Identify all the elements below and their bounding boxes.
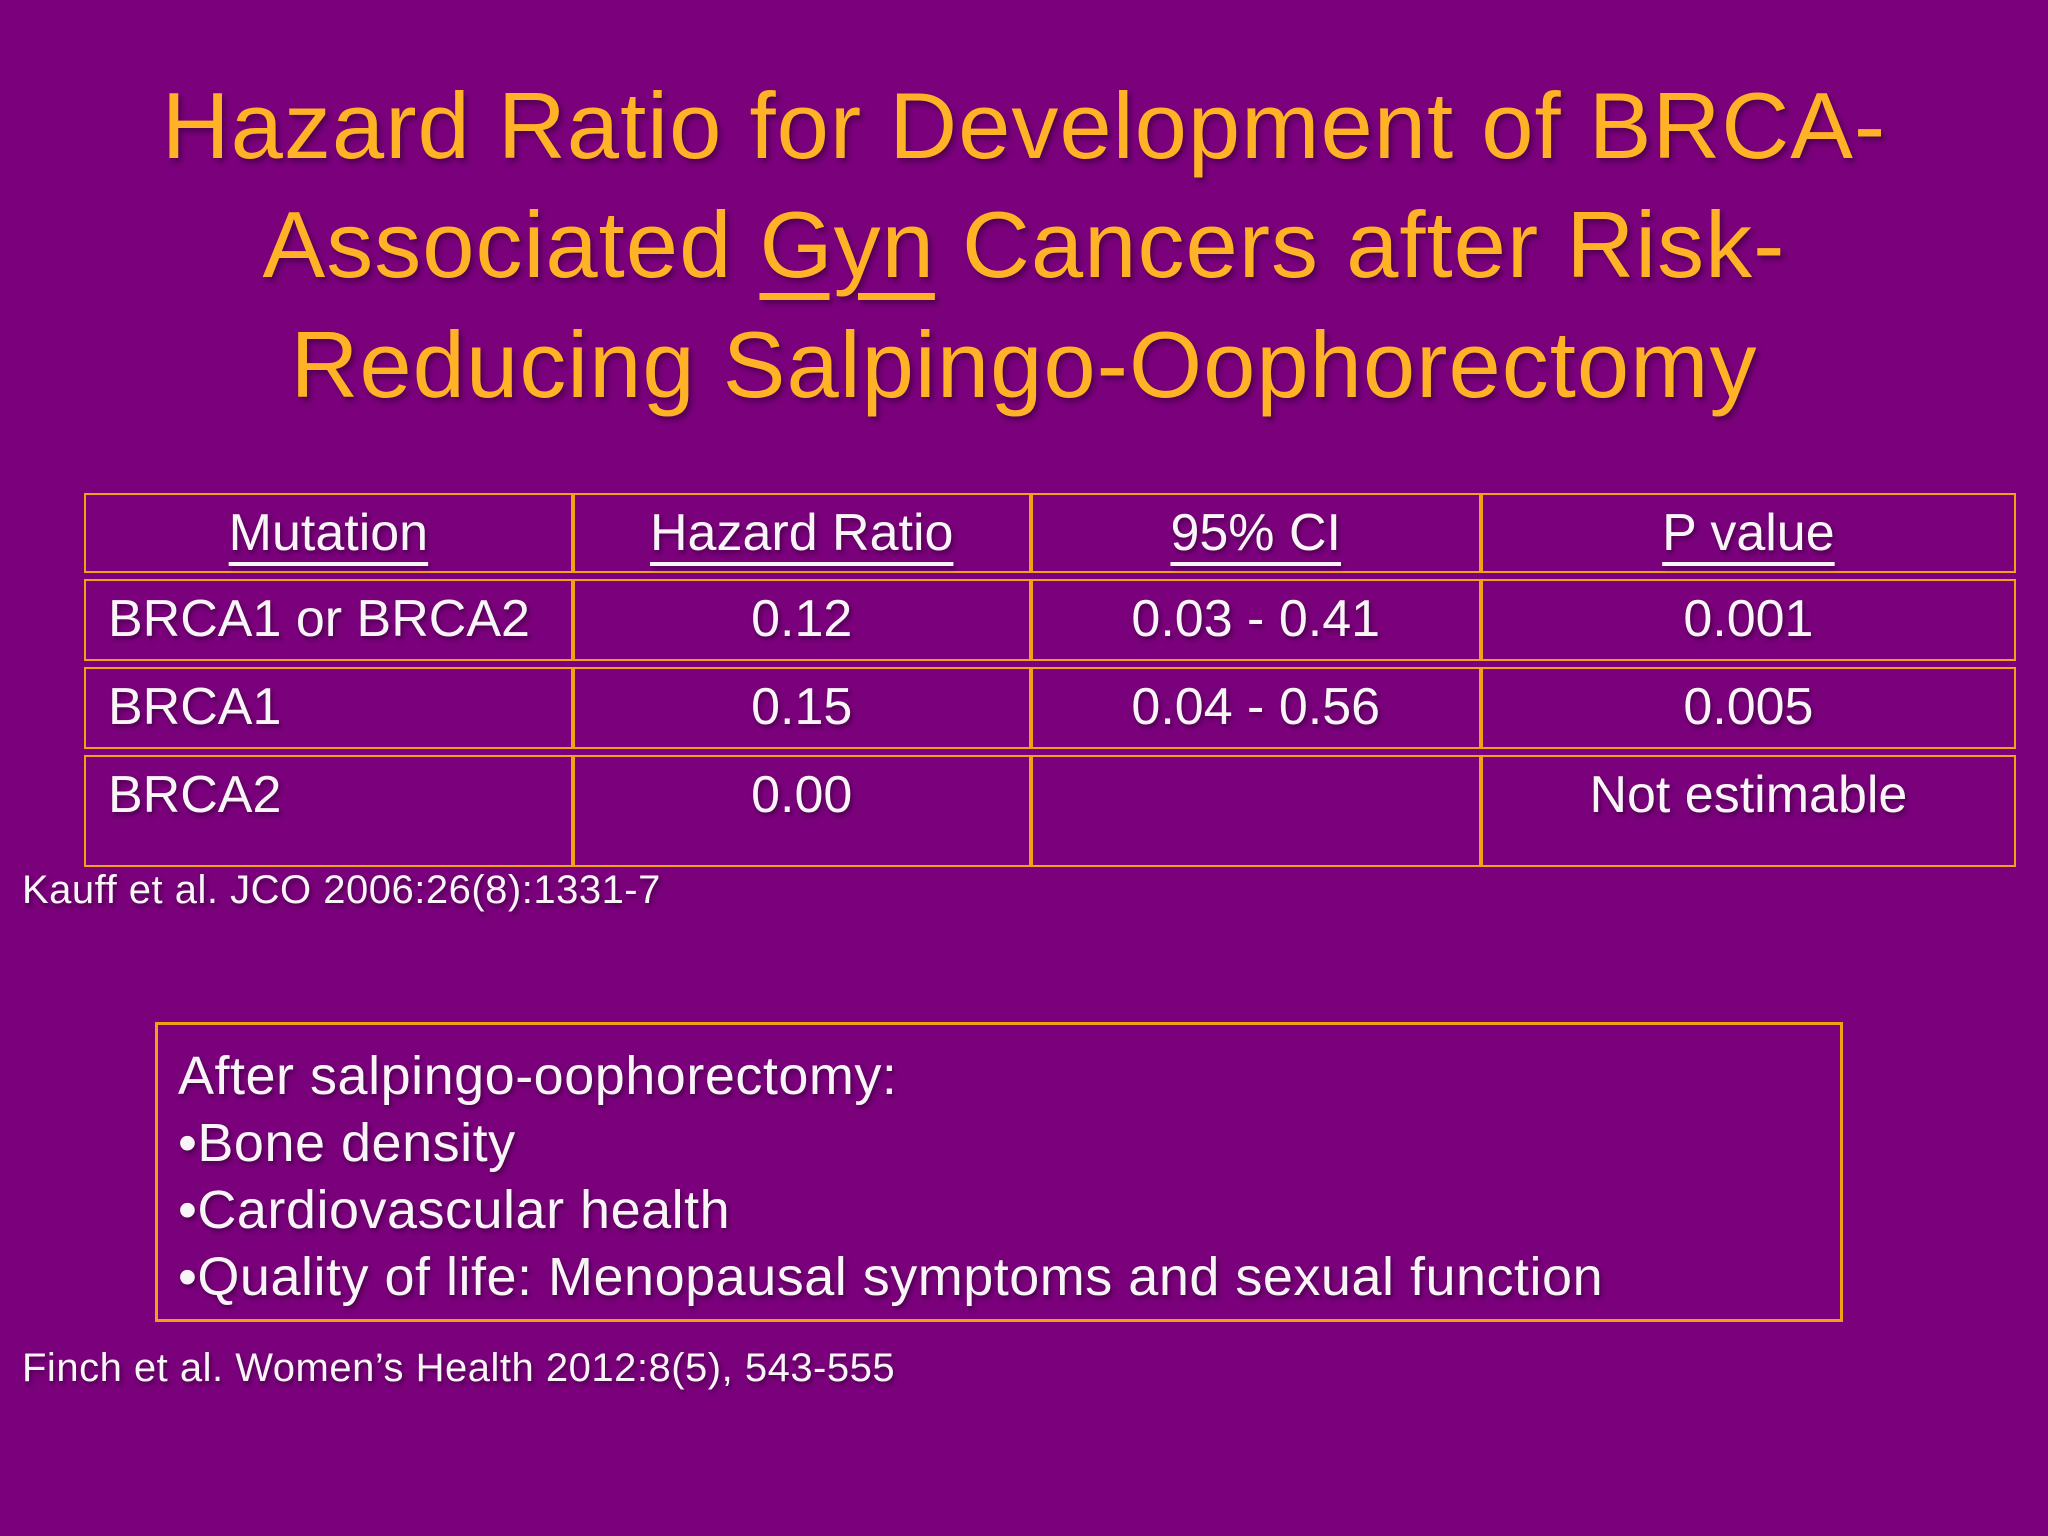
title-line-3: Reducing Salpingo-Oophorectomy — [60, 305, 1988, 424]
column-header-p-value: P value — [1480, 493, 2016, 573]
citation-kauff: Kauff et al. JCO 2006:26(8):1331-7 — [22, 868, 661, 912]
cell-p-value: 0.005 — [1480, 667, 2016, 749]
column-header-label: 95% CI — [1170, 504, 1341, 562]
cell-hazard-ratio: 0.00 — [572, 755, 1031, 867]
table-row: BRCA1 0.15 0.04 - 0.56 0.005 — [84, 667, 2016, 749]
info-box-bullet: •Quality of life: Menopausal symptoms an… — [178, 1247, 1604, 1307]
cell-p-value: 0.001 — [1480, 579, 2016, 661]
cell-ci: 0.03 - 0.41 — [1030, 579, 1481, 661]
cell-ci: 0.04 - 0.56 — [1030, 667, 1481, 749]
column-header-label: Mutation — [228, 504, 429, 562]
table-row: BRCA2 0.00 Not estimable — [84, 755, 2016, 867]
title-text: Cancers after Risk- — [934, 192, 1786, 298]
cell-mutation: BRCA1 — [84, 667, 573, 749]
table-header-row: Mutation Hazard Ratio 95% CI P value — [84, 493, 2016, 573]
cell-mutation: BRCA1 or BRCA2 — [84, 579, 573, 661]
column-header-label: P value — [1662, 504, 1835, 562]
title-text: Associated — [262, 192, 760, 298]
cell-hazard-ratio: 0.12 — [572, 579, 1031, 661]
cell-hazard-ratio: 0.15 — [572, 667, 1031, 749]
citation-finch: Finch et al. Women’s Health 2012:8(5), 5… — [22, 1346, 896, 1390]
info-box-bullet: •Bone density — [178, 1113, 516, 1173]
table-row: BRCA1 or BRCA2 0.12 0.03 - 0.41 0.001 — [84, 579, 2016, 661]
cell-ci — [1030, 755, 1481, 867]
title-underlined-word: Gyn — [759, 192, 935, 298]
title-line-2: Associated Gyn Cancers after Risk- — [60, 185, 1988, 304]
title-text: Hazard Ratio for Development of BRCA- — [161, 73, 1887, 178]
info-box-heading: After salpingo-oophorectomy: — [178, 1046, 898, 1106]
title-line-1: Hazard Ratio for Development of BRCA- — [60, 66, 1988, 185]
column-header-ci: 95% CI — [1030, 493, 1481, 573]
column-header-label: Hazard Ratio — [649, 504, 954, 562]
info-box-bullet: •Cardiovascular health — [178, 1180, 731, 1240]
title-text: Reducing Salpingo-Oophorectomy — [290, 311, 1758, 417]
info-box: After salpingo-oophorectomy: •Bone densi… — [155, 1022, 1843, 1322]
column-header-hazard-ratio: Hazard Ratio — [572, 493, 1031, 573]
cell-mutation: BRCA2 — [84, 755, 573, 867]
page-title: Hazard Ratio for Development of BRCA- As… — [60, 66, 1988, 424]
column-header-mutation: Mutation — [84, 493, 573, 573]
data-table: Mutation Hazard Ratio 95% CI P value BRC… — [84, 487, 2016, 873]
cell-p-value: Not estimable — [1480, 755, 2016, 867]
